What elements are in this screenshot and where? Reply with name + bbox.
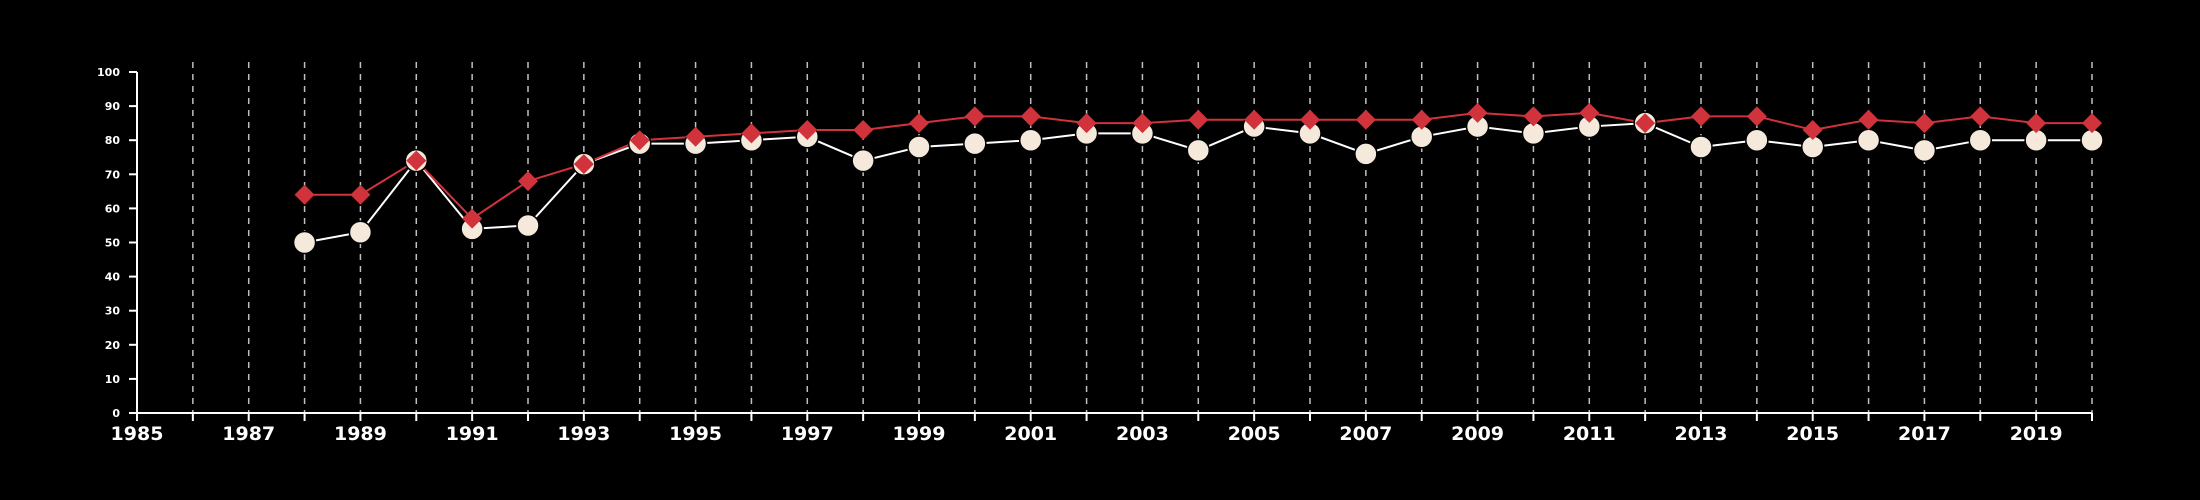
series-2-point: [1691, 106, 1711, 127]
series-2-point: [1970, 106, 1991, 127]
series-1-point: [292, 230, 317, 255]
x-tick-label: 2009: [1451, 423, 1504, 445]
y-tick-label: 70: [105, 168, 121, 181]
series-1-point: [851, 148, 875, 173]
series-1-point: [516, 213, 540, 238]
x-tick-label: 2015: [1786, 423, 1839, 445]
vertical-grid: [192, 62, 2093, 413]
series-2-point: [350, 184, 371, 205]
y-tick-label: 0: [112, 407, 120, 420]
series-2-point: [964, 106, 985, 127]
series-2-point: [573, 154, 594, 175]
series-1-point: [1912, 138, 1937, 163]
x-tick-label: 2005: [1228, 423, 1281, 445]
y-tick-label: 30: [105, 305, 121, 318]
series-2-point: [518, 171, 538, 192]
x-tick-label: 1991: [446, 423, 499, 445]
series-2-point: [1746, 106, 1767, 127]
series-2-point: [2082, 113, 2102, 134]
series-2-point: [1523, 106, 1544, 127]
series-2-point: [685, 126, 706, 147]
y-tick-label: 20: [105, 339, 121, 352]
x-tick-label: 2003: [1116, 423, 1169, 445]
x-tick-label: 2019: [2010, 423, 2063, 445]
y-tick-label: 60: [105, 202, 121, 215]
series-1-point: [1745, 128, 1769, 152]
series-2-point: [1914, 113, 1935, 134]
series-markers: [292, 102, 2104, 255]
x-tick-label: 2013: [1675, 423, 1728, 445]
series-1-point: [1186, 138, 1211, 163]
series-2-point: [853, 119, 874, 140]
series-2-point: [741, 123, 762, 144]
series-1-point: [1018, 128, 1043, 152]
series-1-point: [1968, 128, 1993, 152]
series-2-point: [1300, 109, 1320, 130]
series-2-point: [294, 184, 315, 205]
series-2-point: [1579, 102, 1600, 123]
axes: 1985 1987 1989 1991 1993 1995 1997 1999 2001 2003…: [97, 66, 2093, 445]
y-tick-label: 80: [105, 134, 121, 147]
series-2-point: [909, 113, 929, 134]
x-tick-label: 1995: [669, 423, 722, 445]
y-tick-label: 40: [105, 271, 121, 284]
x-tick-label: 1985: [111, 423, 164, 445]
x-tick-label: 1989: [334, 423, 387, 445]
x-tick-label: 1993: [557, 423, 610, 445]
series-2-point: [406, 150, 427, 171]
series-2-point: [1411, 109, 1432, 130]
x-tick-label: 1987: [222, 423, 275, 445]
series-2-point: [1244, 109, 1265, 130]
x-tick-label: 2007: [1339, 423, 1392, 445]
series-2-point: [1858, 109, 1879, 130]
series-2-point: [1020, 106, 1041, 127]
series-2-point: [629, 130, 650, 151]
x-tick-label: 2017: [1898, 423, 1951, 445]
series-2-point: [1076, 113, 1097, 134]
series-1-point: [1856, 128, 1881, 152]
series-1-point: [963, 131, 987, 156]
series-2-point: [1467, 102, 1488, 123]
y-tick-label: 50: [105, 237, 121, 250]
x-tick-label: 1999: [893, 423, 946, 445]
x-tick-label: 1997: [781, 423, 834, 445]
series-1-point: [1689, 135, 1713, 159]
series-2-point: [797, 119, 818, 140]
y-tick-label: 90: [105, 100, 121, 113]
series-1-point: [348, 220, 373, 245]
series-2-point: [1802, 119, 1823, 140]
series-2-point: [1635, 113, 1656, 134]
series-1-point: [1354, 142, 1378, 166]
series-1-point: [907, 135, 931, 159]
series-2-point: [1132, 113, 1153, 134]
series-2-point: [1355, 109, 1376, 130]
y-tick-label: 100: [97, 66, 120, 79]
x-tick-label: 2001: [1004, 423, 1057, 445]
series-2-point: [2026, 113, 2047, 134]
x-tick-label: 2011: [1563, 423, 1616, 445]
series-2-point: [462, 208, 483, 229]
y-tick-label: 10: [105, 373, 121, 386]
series-2-point: [1188, 109, 1209, 130]
